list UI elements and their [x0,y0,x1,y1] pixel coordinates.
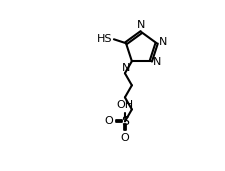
Text: HS: HS [97,34,112,44]
Text: N: N [159,37,167,47]
Text: OH: OH [116,100,133,110]
Text: O: O [121,133,129,143]
Text: N: N [137,20,146,30]
Text: N: N [122,63,130,73]
Text: O: O [105,116,113,126]
Text: S: S [121,115,129,128]
Text: N: N [153,57,162,67]
